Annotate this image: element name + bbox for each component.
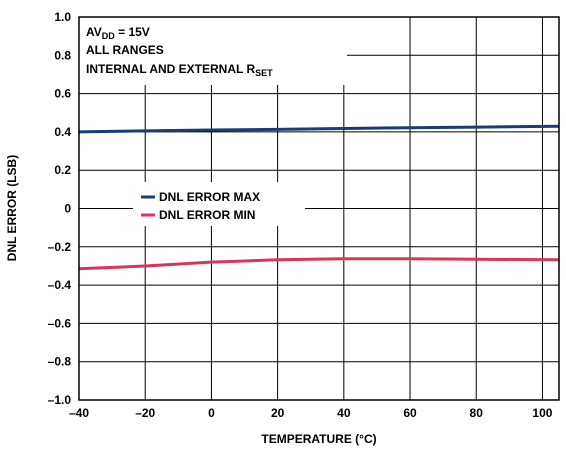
annotation-line-1: AVDD = 15V xyxy=(86,25,150,41)
plot-frame xyxy=(78,16,560,401)
y-tick-label-1: 0.8 xyxy=(54,48,71,62)
y-tick-label-6: –0.2 xyxy=(48,240,72,254)
x-tick-label-0: –40 xyxy=(69,406,89,420)
x-tick-label-3: 20 xyxy=(271,406,285,420)
y-tick-label-8: –0.6 xyxy=(48,316,72,330)
x-tick-label-5: 60 xyxy=(403,406,417,420)
x-axis-title: TEMPERATURE (°C) xyxy=(261,432,376,446)
annotation-line-2: ALL RANGES xyxy=(86,43,164,57)
x-tick-label-6: 80 xyxy=(470,406,484,420)
x-tick-labels: –40 –20 0 20 40 60 80 100 xyxy=(69,406,553,420)
y-tick-labels: 1.0 0.8 0.6 0.4 0.2 0 –0.2 –0.4 –0.6 –0.8 –1.0 xyxy=(48,10,72,407)
legend-background xyxy=(133,182,305,226)
y-tick-label-0: 1.0 xyxy=(54,10,71,24)
series-line-min xyxy=(78,257,560,271)
annotation-background xyxy=(79,17,347,85)
x-tick-label-2: 0 xyxy=(208,406,215,420)
legend-label-min: DNL ERROR MIN xyxy=(159,208,255,222)
y-tick-label-3: 0.4 xyxy=(54,125,71,139)
x-tick-label-4: 40 xyxy=(337,406,351,420)
legend: DNL ERROR MAX DNL ERROR MIN xyxy=(133,182,305,226)
data-series xyxy=(78,124,560,271)
y-tick-label-9: –0.8 xyxy=(48,355,72,369)
legend-label-max: DNL ERROR MAX xyxy=(159,190,260,204)
y-tick-label-2: 0.6 xyxy=(54,87,71,101)
y-axis-title: DNL ERROR (LSB) xyxy=(5,155,19,261)
annotation-line-3: INTERNAL AND EXTERNAL RSET xyxy=(86,62,273,78)
y-tick-label-4: 0.2 xyxy=(54,163,71,177)
y-tick-label-10: –1.0 xyxy=(48,393,72,407)
x-tick-label-7: 100 xyxy=(532,406,552,420)
y-tick-label-5: 0 xyxy=(64,202,71,216)
x-tick-label-1: –20 xyxy=(135,406,155,420)
series-line-max xyxy=(78,124,560,134)
y-tick-label-7: –0.4 xyxy=(48,278,72,292)
